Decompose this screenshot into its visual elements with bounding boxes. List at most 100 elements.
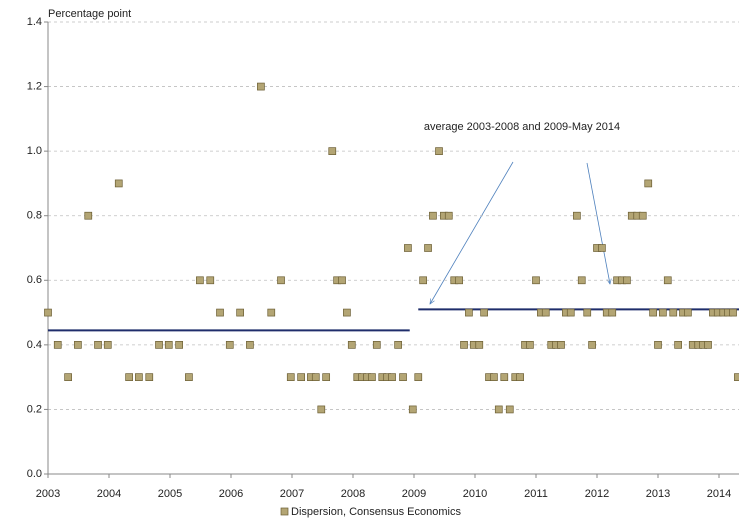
point: [373, 341, 380, 348]
point: [45, 309, 52, 316]
point: [684, 309, 691, 316]
point: [670, 309, 677, 316]
point: [578, 277, 585, 284]
point: [329, 148, 336, 155]
point: [126, 374, 133, 381]
point: [74, 341, 81, 348]
point: [146, 374, 153, 381]
point: [589, 341, 596, 348]
point: [645, 180, 652, 187]
x-tick-label: 2005: [158, 488, 182, 500]
x-tick-label: 2006: [219, 488, 243, 500]
point: [584, 309, 591, 316]
plot-area: [45, 83, 739, 413]
point: [675, 341, 682, 348]
point: [445, 212, 452, 219]
point: [404, 245, 411, 252]
point: [420, 277, 427, 284]
x-tick-label: 2011: [524, 488, 548, 500]
point: [506, 406, 513, 413]
y-tick-label: 0.6: [27, 274, 42, 286]
point: [115, 180, 122, 187]
x-tick-label: 2008: [341, 488, 365, 500]
point: [348, 341, 355, 348]
point: [730, 309, 737, 316]
point: [257, 83, 264, 90]
point: [501, 374, 508, 381]
point: [278, 277, 285, 284]
y-tick-label: 0.8: [27, 210, 42, 222]
y-tick-label: 1.0: [27, 145, 42, 157]
point: [185, 374, 192, 381]
y-tick-label: 0.0: [27, 468, 42, 480]
annotation: average 2003-2008 and 2009-May 2014: [424, 121, 620, 133]
point: [567, 309, 574, 316]
point: [623, 277, 630, 284]
point: [456, 277, 463, 284]
point: [287, 374, 294, 381]
point: [135, 374, 142, 381]
legend-swatch: [281, 508, 288, 515]
point: [312, 374, 319, 381]
point: [664, 277, 671, 284]
point: [268, 309, 275, 316]
point: [368, 374, 375, 381]
point: [389, 374, 396, 381]
y-axis-label: Percentage point: [48, 8, 131, 20]
point: [318, 406, 325, 413]
point: [655, 341, 662, 348]
point: [425, 245, 432, 252]
point: [217, 309, 224, 316]
point: [533, 277, 540, 284]
x-tick-label: 2010: [463, 488, 487, 500]
point: [476, 341, 483, 348]
y-tick-label: 0.4: [27, 339, 42, 351]
point: [465, 309, 472, 316]
arrow: [430, 162, 513, 304]
x-tick-label: 2009: [402, 488, 426, 500]
point: [558, 341, 565, 348]
point: [542, 309, 549, 316]
x-tick-label: 2012: [585, 488, 609, 500]
point: [343, 309, 350, 316]
point: [298, 374, 305, 381]
point: [481, 309, 488, 316]
point: [156, 341, 163, 348]
point: [400, 374, 407, 381]
y-tick-label: 1.4: [27, 16, 42, 28]
point: [176, 341, 183, 348]
point: [517, 374, 524, 381]
point: [490, 374, 497, 381]
point: [237, 309, 244, 316]
point: [609, 309, 616, 316]
x-tick-label: 2007: [280, 488, 304, 500]
point: [573, 212, 580, 219]
point: [650, 309, 657, 316]
point: [659, 309, 666, 316]
point: [165, 341, 172, 348]
point: [461, 341, 468, 348]
y-tick-label: 1.2: [27, 80, 42, 92]
point: [196, 277, 203, 284]
point: [705, 341, 712, 348]
point: [415, 374, 422, 381]
point: [429, 212, 436, 219]
point: [207, 277, 214, 284]
arrow: [587, 163, 610, 284]
point: [409, 406, 416, 413]
point: [323, 374, 330, 381]
point: [526, 341, 533, 348]
point: [339, 277, 346, 284]
y-tick-label: 0.2: [27, 403, 42, 415]
x-tick-label: 2014: [707, 488, 731, 500]
point: [246, 341, 253, 348]
point: [734, 374, 739, 381]
point: [85, 212, 92, 219]
point: [104, 341, 111, 348]
point: [54, 341, 61, 348]
legend-label: Dispersion, Consensus Economics: [291, 506, 461, 518]
point: [65, 374, 72, 381]
point: [436, 148, 443, 155]
x-tick-label: 2004: [97, 488, 121, 500]
